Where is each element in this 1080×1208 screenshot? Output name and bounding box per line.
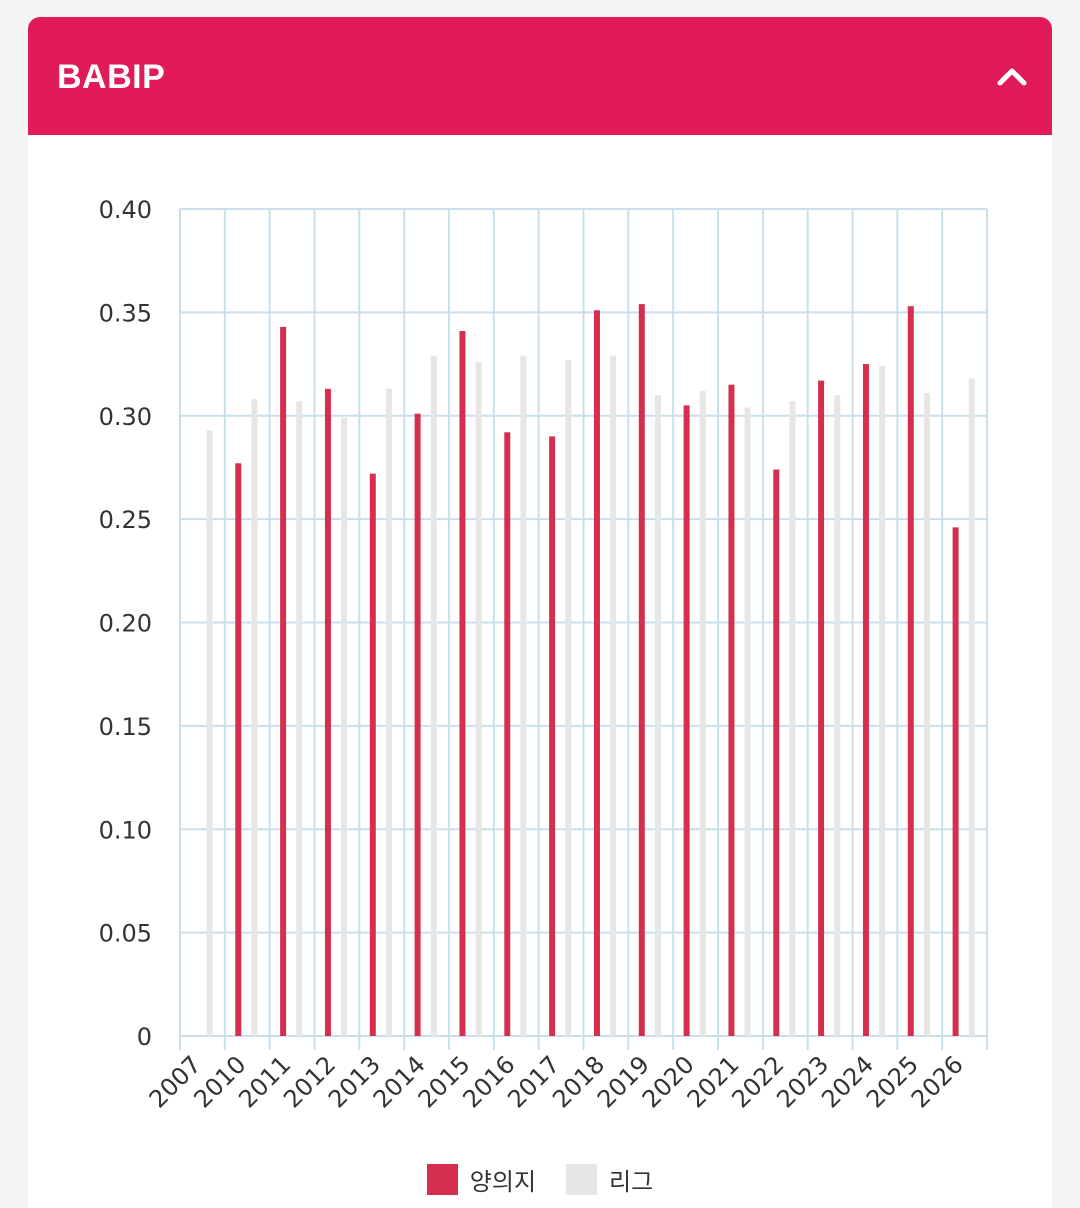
y-tick-label: 0.25	[99, 506, 152, 534]
legend-swatch-player	[426, 1163, 458, 1195]
bar-player-2019	[638, 304, 645, 1036]
x-tick-label: 2019	[592, 1050, 655, 1113]
card-title: BABIP	[57, 58, 166, 96]
bar-player-2011	[280, 326, 287, 1036]
y-tick-label: 0.40	[99, 196, 152, 224]
bar-league-2026	[968, 378, 975, 1036]
x-tick-label: 2012	[278, 1050, 341, 1113]
chart-legend: 양의지 리그	[28, 1149, 1052, 1208]
bar-player-2020	[683, 405, 690, 1037]
bar-player-2024	[862, 364, 869, 1036]
y-tick-label: 0.35	[99, 299, 152, 327]
bar-player-2023	[818, 380, 825, 1036]
legend-swatch-league	[566, 1163, 598, 1195]
chart-area: 0 0.05 0.10 0.15 0.20 0.25 0.30 0.35 0.40 2007 201…	[28, 135, 1052, 1208]
y-tick-label: 0	[137, 1023, 152, 1051]
bar-league-2025	[923, 393, 930, 1036]
card-header[interactable]: BABIP	[28, 17, 1052, 135]
bar-player-2013	[369, 473, 376, 1036]
bar-player-2010	[235, 463, 242, 1036]
bar-league-2021	[744, 407, 751, 1037]
bar-league-2023	[834, 395, 841, 1036]
bar-league-2024	[879, 366, 886, 1036]
x-tick-label: 2018	[547, 1050, 610, 1113]
bar-player-2017	[549, 436, 556, 1036]
x-tick-label: 2007	[144, 1050, 207, 1113]
x-tick-label: 2026	[906, 1050, 969, 1113]
chevron-up-icon	[997, 68, 1027, 86]
x-tick-label: 2013	[323, 1050, 386, 1113]
bar-league-2017	[565, 359, 572, 1036]
x-tick-label: 2025	[861, 1050, 924, 1113]
y-tick-label: 0.10	[99, 816, 152, 844]
bar-league-2013	[385, 388, 392, 1036]
legend-label-league: 리그	[609, 1167, 654, 1196]
bar-player-2018	[593, 310, 600, 1036]
x-tick-label: 2023	[771, 1050, 834, 1113]
bar-league-2015	[475, 361, 482, 1036]
bar-league-2018	[610, 355, 617, 1036]
legend-label-player: 양의지	[469, 1167, 537, 1196]
x-tick-label: 2014	[368, 1050, 431, 1113]
bar-league-2019	[654, 395, 661, 1036]
bar-league-2010	[251, 399, 258, 1037]
x-tick-label: 2020	[637, 1050, 700, 1113]
legend-item-player[interactable]: 양의지	[426, 1162, 537, 1197]
bar-league-2012	[341, 417, 348, 1036]
y-tick-label: 0.05	[99, 920, 152, 948]
x-tick-label: 2017	[502, 1050, 565, 1113]
x-tick-label: 2024	[816, 1050, 879, 1113]
collapse-button[interactable]	[988, 53, 1036, 101]
x-tick-label: 2010	[189, 1050, 252, 1113]
x-tick-label: 2022	[727, 1050, 790, 1113]
bar-league-2007	[206, 430, 213, 1036]
bar-player-2022	[773, 469, 780, 1036]
y-tick-label: 0.30	[99, 403, 152, 431]
bar-league-2016	[520, 355, 527, 1036]
bar-player-2015	[459, 330, 466, 1036]
bar-player-2025	[907, 306, 914, 1036]
y-tick-label: 0.20	[99, 610, 152, 638]
bar-league-2022	[789, 401, 796, 1037]
x-tick-label: 2015	[413, 1050, 476, 1113]
bar-player-2014	[414, 413, 421, 1036]
bar-league-2014	[430, 355, 437, 1036]
bar-player-2016	[504, 432, 511, 1036]
bar-player-2026	[952, 527, 959, 1036]
y-tick-label: 0.15	[99, 713, 152, 741]
bar-player-2012	[324, 388, 331, 1036]
bar-league-2011	[296, 401, 303, 1037]
babip-chart: 00.050.100.150.200.250.300.350.402007201…	[99, 196, 988, 1113]
bar-league-2020	[699, 390, 706, 1036]
bar-player-2021	[728, 384, 735, 1036]
babip-card: BABIP 0 0.05 0.10 0.15 0.20 0.25 0.30 0.35 0.40 2…	[28, 17, 1052, 1208]
x-tick-label: 2011	[233, 1050, 296, 1113]
x-tick-label: 2016	[458, 1050, 521, 1113]
legend-item-league[interactable]: 리그	[566, 1162, 653, 1197]
x-tick-label: 2021	[682, 1050, 745, 1113]
